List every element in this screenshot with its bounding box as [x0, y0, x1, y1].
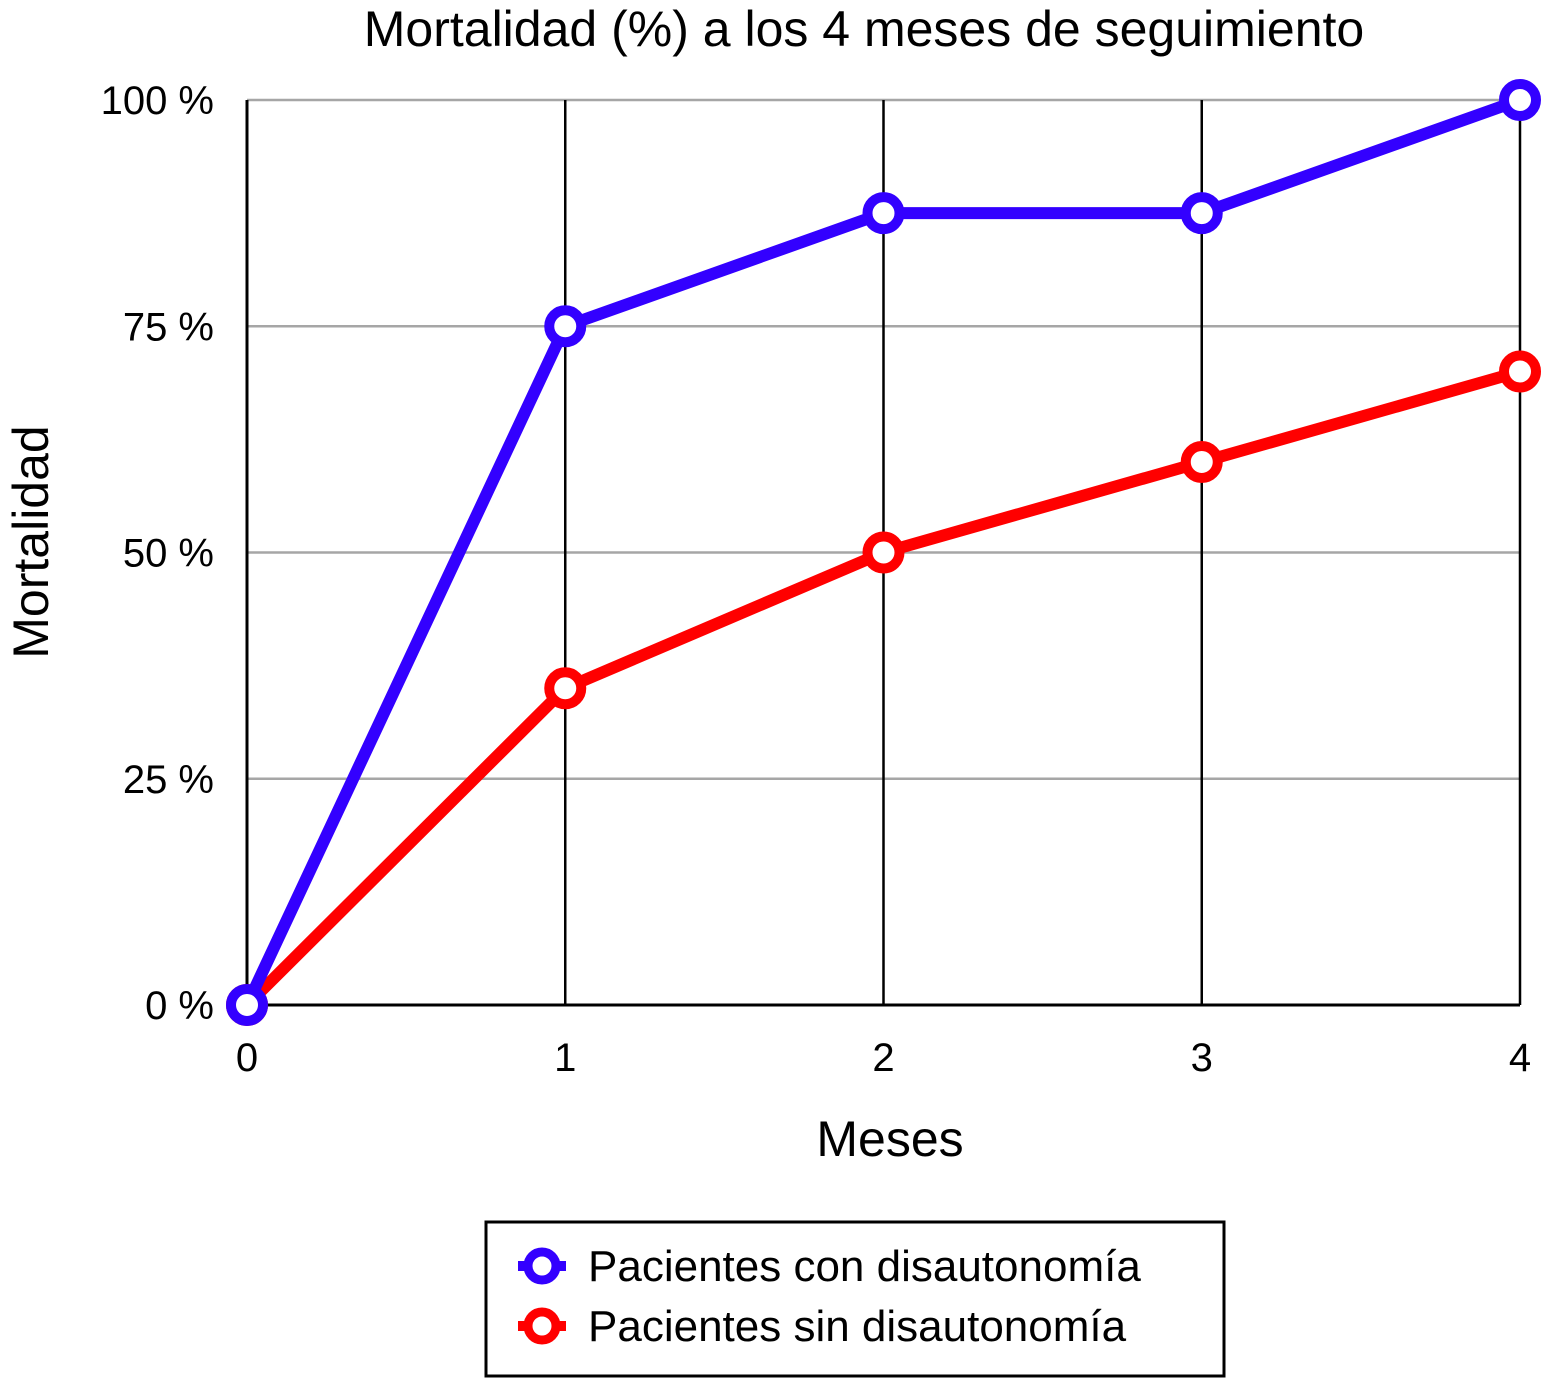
x-tick-label-2: 2 — [872, 1036, 894, 1080]
legend-box — [484, 1220, 1226, 1378]
legend: Pacientes con disautonomía Pacientes sin… — [484, 1220, 1226, 1378]
series-1 — [226, 79, 1541, 1026]
x-tick-label-1: 1 — [554, 1036, 576, 1080]
legend-label-series-1: Pacientes con disautonomía — [588, 1242, 1141, 1291]
data-point-series-1-x4 — [1499, 79, 1541, 121]
legend-swatch-marker-series-2 — [523, 1307, 561, 1345]
y-axis-title: Mortalidad — [3, 425, 59, 658]
chart-title: Mortalidad (%) a los 4 meses de seguimie… — [364, 1, 1364, 57]
axes — [245, 100, 1520, 1007]
data-point-series-2-x1 — [544, 667, 587, 710]
legend-item-series-1: Pacientes con disautonomía — [518, 1242, 1141, 1291]
x-tick-labels: 0 1 2 3 4 — [236, 1036, 1531, 1080]
y-tick-label-0: 0 % — [145, 984, 214, 1028]
y-tick-labels: 0 % 25 % 50 % 75 % 100 % — [101, 79, 214, 1028]
data-point-series-1-x3 — [1180, 192, 1223, 235]
y-tick-label-25: 25 % — [123, 758, 214, 802]
data-point-series-1-x0 — [226, 984, 268, 1026]
x-tick-label-3: 3 — [1191, 1036, 1213, 1080]
x-axis-title: Meses — [816, 1111, 963, 1167]
legend-swatch-marker-series-1 — [523, 1247, 561, 1285]
y-tick-label-50: 50 % — [123, 532, 214, 576]
y-tick-label-75: 75 % — [123, 305, 214, 349]
data-point-series-2-x4 — [1499, 350, 1541, 393]
data-point-series-1-x2 — [862, 192, 905, 235]
y-tick-label-100: 100 % — [101, 79, 214, 123]
x-tick-label-4: 4 — [1509, 1036, 1531, 1080]
data-series — [226, 79, 1541, 1026]
legend-label-series-2: Pacientes sin disautonomía — [588, 1302, 1127, 1351]
data-point-series-1-x1 — [544, 305, 587, 348]
legend-item-series-2: Pacientes sin disautonomía — [518, 1302, 1127, 1351]
x-tick-label-0: 0 — [236, 1036, 258, 1080]
data-point-series-2-x2 — [862, 531, 905, 574]
data-point-series-2-x3 — [1180, 441, 1223, 483]
